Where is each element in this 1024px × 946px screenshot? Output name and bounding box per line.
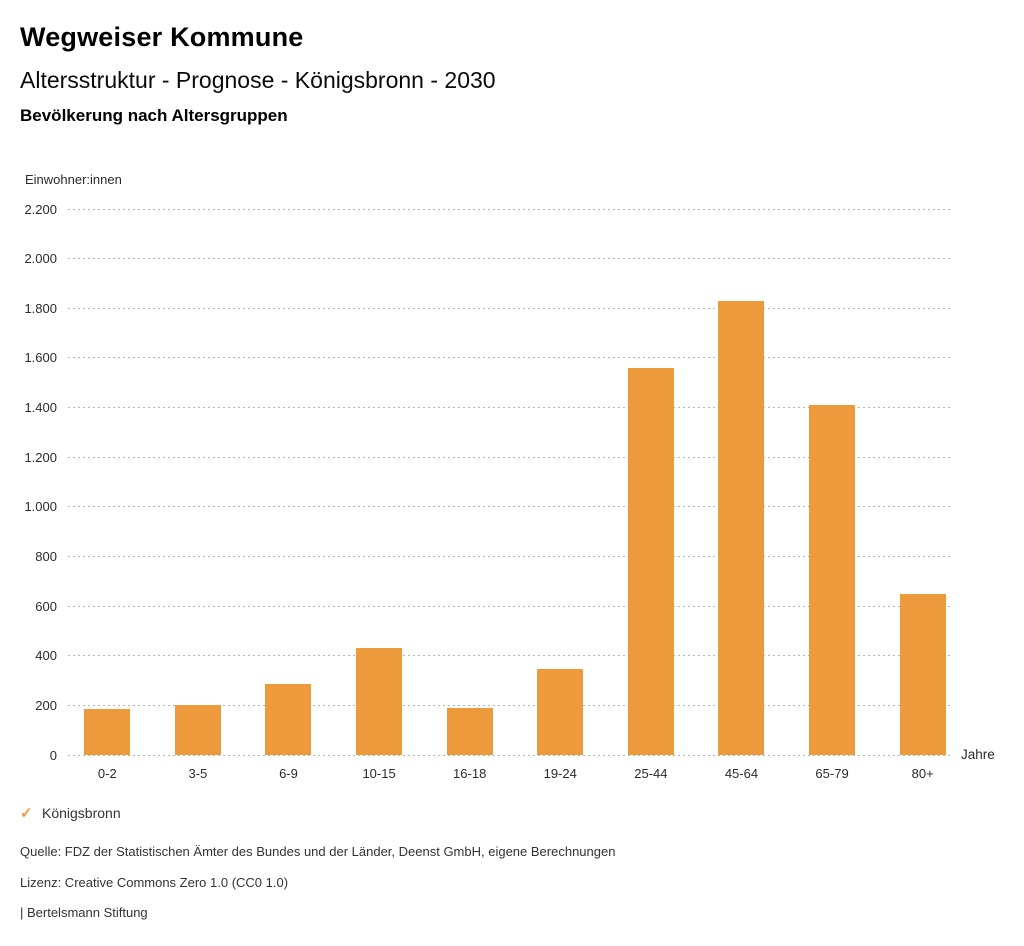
legend-label: Königsbronn: [42, 805, 121, 821]
x-tick-label-3-5: 3-5: [188, 766, 208, 781]
bar-65-79[interactable]: [809, 405, 856, 755]
y-axis-title: Einwohner:innen: [25, 172, 122, 187]
gridline: [68, 208, 953, 210]
bar-slot: [243, 209, 334, 755]
gridline: [68, 754, 953, 756]
attribution-note: | Bertelsmann Stiftung: [20, 905, 148, 920]
y-tick-label: 2.200: [24, 201, 57, 217]
y-tick-label: 1.600: [24, 350, 57, 366]
bar-slot: [877, 209, 968, 755]
x-tick-label-19-24: 19-24: [543, 766, 577, 781]
gridline: [68, 407, 953, 409]
bar-slot: [515, 209, 606, 755]
bar-3-5[interactable]: [174, 705, 221, 755]
y-tick-label: 400: [35, 648, 57, 664]
bar-slot: [696, 209, 787, 755]
y-axis-ticks: 0 200 400 600 800 1.000 1.200 1.400 1.600 1.800 2.…: [0, 202, 57, 763]
y-tick-label: 0: [49, 747, 57, 763]
source-note: Quelle: FDZ der Statistischen Ämter des …: [20, 844, 616, 859]
x-tick-label-65-79: 65-79: [815, 766, 849, 781]
x-tick-label-25-44: 25-44: [634, 766, 668, 781]
gridline: [68, 704, 953, 706]
bar-slot: [424, 209, 515, 755]
bar-slot: [334, 209, 425, 755]
gridline: [68, 456, 953, 458]
gridline: [68, 307, 953, 309]
gridline: [68, 555, 953, 557]
bar-45-64[interactable]: [718, 300, 765, 755]
bar-16-18[interactable]: [446, 707, 493, 755]
chart-heading: Bevölkerung nach Altersgruppen: [20, 106, 288, 125]
bar-25-44[interactable]: [627, 367, 674, 755]
bar-80+[interactable]: [899, 593, 946, 755]
bar-19-24[interactable]: [537, 669, 584, 755]
bar-slot: [62, 209, 153, 755]
bars: [62, 209, 968, 755]
legend-check-icon: ✓: [20, 805, 33, 822]
y-tick-label: 1.000: [24, 499, 57, 515]
legend-item-koenigsbronn[interactable]: ✓ Königsbronn: [20, 804, 121, 822]
x-tick-label-45-64: 45-64: [724, 766, 759, 781]
bar-6-9[interactable]: [265, 684, 312, 755]
y-tick-label: 1.800: [24, 300, 57, 316]
y-tick-label: 1.400: [24, 400, 57, 416]
y-tick-label: 200: [35, 697, 57, 713]
gridline: [68, 258, 953, 260]
bar-slot: [153, 209, 244, 755]
x-axis-labels: 0-2 3-5 6-9 10-15 16-18 19-24 25-44 45-64 65-79 8…: [62, 766, 968, 781]
x-tick-label-0-2: 0-2: [97, 766, 117, 781]
bar-slot: [787, 209, 878, 755]
gridline: [68, 357, 953, 359]
bar-10-15[interactable]: [356, 648, 403, 755]
gridline: [68, 506, 953, 508]
y-tick-label: 800: [35, 548, 57, 564]
x-tick-label-6-9: 6-9: [279, 766, 298, 781]
chart-subtitle: Altersstruktur - Prognose - Königsbronn …: [20, 67, 496, 93]
bar-0-2[interactable]: [84, 709, 131, 755]
x-tick-label-80+: 80+: [911, 766, 934, 781]
y-tick-label: 1.200: [24, 449, 57, 465]
y-tick-label: 600: [35, 598, 57, 614]
x-tick-label-10-15: 10-15: [362, 766, 396, 781]
page-title: Wegweiser Kommune: [20, 22, 304, 52]
bar-slot: [606, 209, 697, 755]
y-tick-label: 2.000: [24, 251, 57, 267]
gridline: [68, 655, 953, 657]
gridline: [68, 605, 953, 607]
x-tick-label-16-18: 16-18: [453, 766, 487, 781]
x-axis-title: Jahre: [961, 747, 995, 762]
license-note: Lizenz: Creative Commons Zero 1.0 (CC0 1…: [20, 875, 289, 890]
plot-area: [62, 208, 968, 756]
